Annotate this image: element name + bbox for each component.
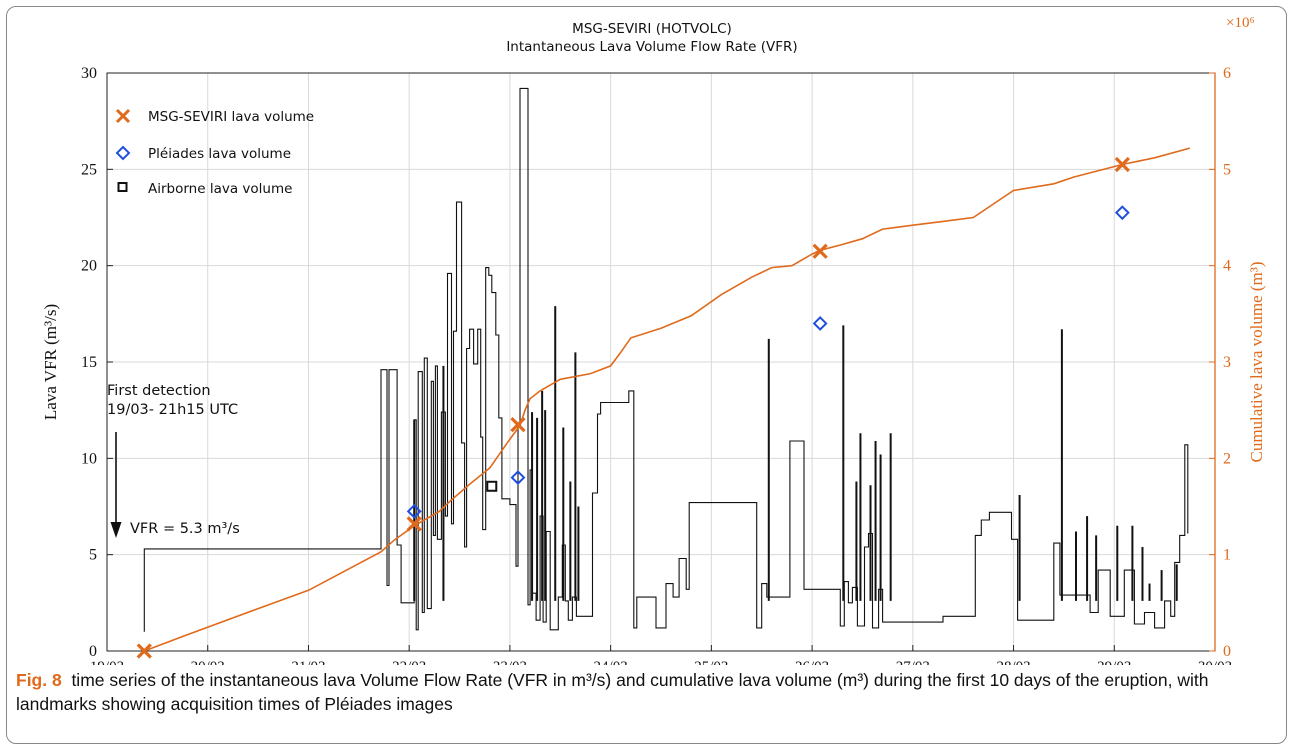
msg-seviri-volume-point bbox=[1114, 156, 1130, 173]
y-right-multiplier: ×10⁶ bbox=[1226, 15, 1255, 31]
pleiades-volume-point bbox=[812, 316, 828, 331]
y-right-tick-label: 0 bbox=[1223, 643, 1231, 660]
vfr-series bbox=[143, 87, 1189, 632]
x-tick-label: 22/03 bbox=[392, 659, 426, 665]
legend-diamond-marker-icon bbox=[115, 145, 131, 161]
vfr-step-line bbox=[143, 87, 1189, 632]
chart: MSG-SEVIRI (HOTVOLC) Intantaneous Lava V… bbox=[41, 15, 1266, 665]
y-left-axis-label: Lava VFR (m³/s) bbox=[41, 304, 60, 420]
y-left-tick-label: 0 bbox=[89, 643, 97, 660]
first-detection-arrowhead bbox=[110, 522, 122, 538]
y-left-tick-label: 20 bbox=[81, 258, 97, 275]
legend-item-msg-seviri: MSG-SEVIRI lava volume bbox=[115, 108, 314, 125]
pleiades-volume-point bbox=[406, 503, 422, 519]
figure-frame bbox=[6, 6, 1287, 744]
y-left-tick-label: 5 bbox=[89, 547, 97, 564]
vfr-note: VFR = 5.3 m³/s bbox=[130, 521, 240, 537]
x-tick-label: 24/03 bbox=[594, 659, 628, 665]
first-detection-time: 19/03- 21h15 UTC bbox=[107, 402, 238, 418]
pleiades-volume-point bbox=[1114, 205, 1130, 221]
first-detection-title: First detection bbox=[107, 383, 211, 399]
first-detection-annotation: First detection 19/03- 21h15 UTC VFR = 5… bbox=[107, 383, 240, 538]
legend-label-pleiades: Pléiades lava volume bbox=[148, 146, 291, 162]
x-tick-label: 21/03 bbox=[291, 659, 325, 665]
y-right-tick-label: 4 bbox=[1223, 258, 1231, 275]
x-tick-label: 29/03 bbox=[1097, 659, 1131, 665]
x-tick-label: 20/03 bbox=[191, 659, 225, 665]
chart-subtitle: Intantaneous Lava Volume Flow Rate (VFR) bbox=[506, 39, 797, 55]
y-right-tick-label: 3 bbox=[1223, 354, 1231, 371]
y-left-tick-label: 10 bbox=[81, 450, 97, 467]
msg-seviri-volume-point bbox=[406, 516, 422, 532]
y-right-tick-label: 5 bbox=[1223, 161, 1231, 178]
legend-item-airborne: Airborne lava volume bbox=[117, 181, 292, 197]
legend-item-pleiades: Pléiades lava volume bbox=[115, 145, 291, 162]
msg-seviri-volume-point bbox=[510, 416, 526, 433]
x-tick-label: 23/03 bbox=[493, 659, 527, 665]
pleiades-volume-point bbox=[510, 470, 526, 486]
msg-seviri-volume-point bbox=[812, 243, 828, 259]
y-right-axis-label: Cumulative lava volume (m³) bbox=[1247, 261, 1266, 462]
legend-square-marker-icon bbox=[117, 182, 128, 192]
legend-x-marker-icon bbox=[115, 108, 131, 124]
x-tick-label: 27/03 bbox=[896, 659, 930, 665]
x-tick-label: 30/03 bbox=[1198, 659, 1232, 665]
legend-label-msg-seviri: MSG-SEVIRI lava volume bbox=[148, 109, 314, 125]
y-right-tick-label: 2 bbox=[1223, 450, 1231, 467]
y-left-tick-label: 30 bbox=[81, 65, 97, 82]
airborne-volume-point bbox=[486, 480, 498, 492]
msg-seviri-volume-point bbox=[136, 643, 152, 659]
y-left-tick-label: 15 bbox=[81, 354, 97, 371]
y-left-tick-label: 25 bbox=[81, 161, 97, 178]
chart-title: MSG-SEVIRI (HOTVOLC) bbox=[572, 21, 732, 37]
x-tick-label: 25/03 bbox=[694, 659, 728, 665]
y-right-tick-label: 6 bbox=[1223, 65, 1231, 82]
grid bbox=[107, 73, 1215, 651]
legend-label-airborne: Airborne lava volume bbox=[148, 181, 292, 197]
axes: 19/03 20/03 21/03 22/03 23/03 24/03 25/03 26/03… bbox=[81, 65, 1232, 665]
figure-caption: Fig. 8 time series of the instantaneous … bbox=[16, 668, 1278, 716]
y-right-tick-label: 1 bbox=[1223, 547, 1231, 564]
x-tick-label: 19/03 bbox=[90, 659, 124, 665]
x-tick-label: 28/03 bbox=[996, 659, 1030, 665]
legend: MSG-SEVIRI lava volume Pléiades lava vol… bbox=[115, 108, 314, 197]
figure-label: Fig. 8 bbox=[16, 670, 62, 690]
x-tick-label: 26/03 bbox=[795, 659, 829, 665]
volume-markers bbox=[136, 156, 1130, 659]
cumulative-series bbox=[144, 147, 1191, 652]
caption-text: time series of the instantaneous lava Vo… bbox=[16, 670, 1209, 714]
cumulative-volume-line bbox=[144, 147, 1191, 652]
